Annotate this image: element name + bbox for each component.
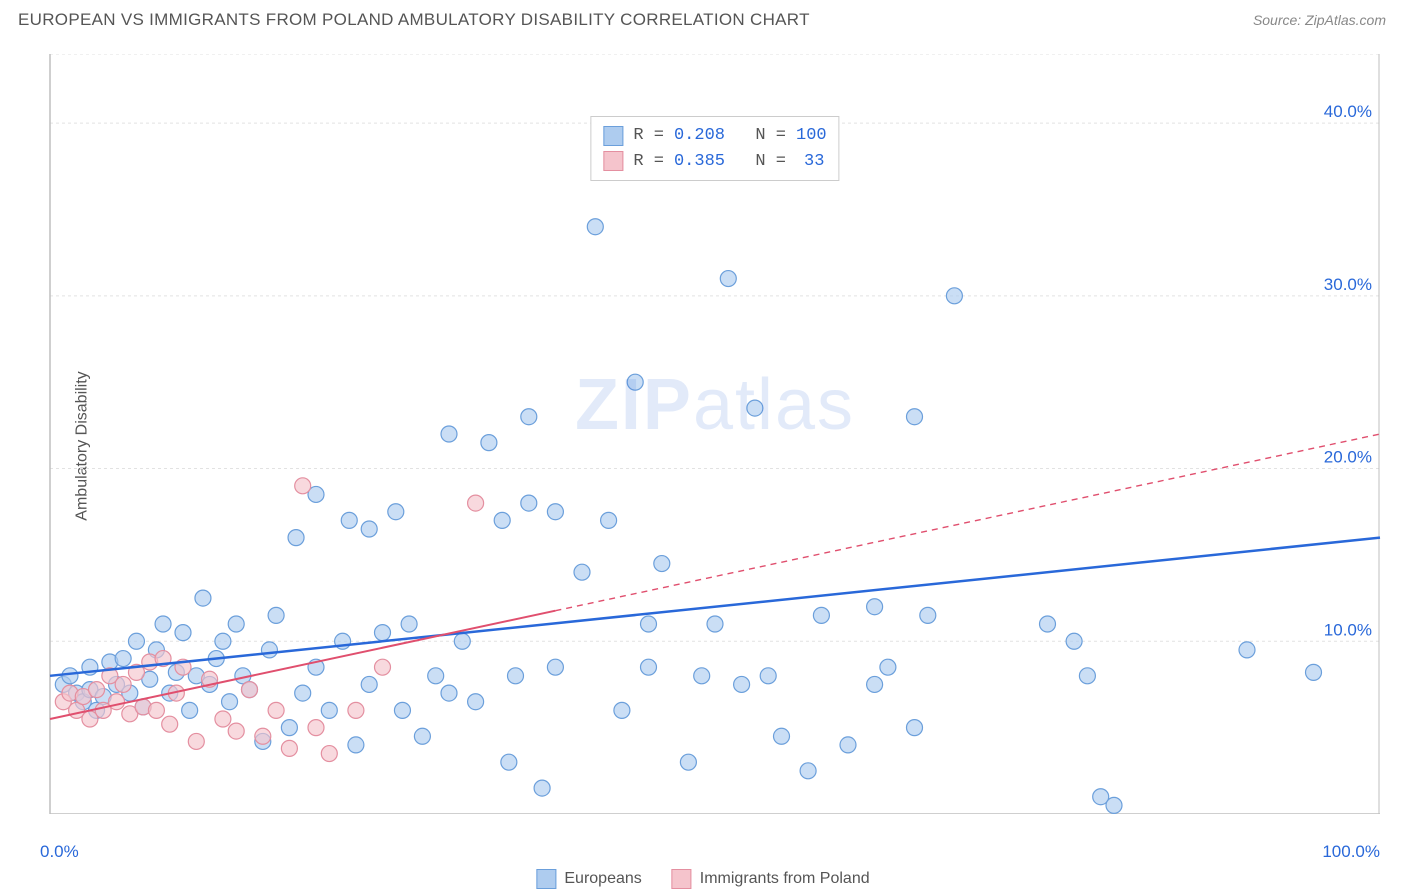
legend-swatch-poland	[672, 869, 692, 889]
legend-label-europeans: Europeans	[564, 870, 641, 888]
svg-text:20.0%: 20.0%	[1324, 448, 1372, 467]
swatch-poland	[603, 151, 623, 171]
svg-text:30.0%: 30.0%	[1324, 275, 1372, 294]
legend-label-poland: Immigrants from Poland	[700, 870, 870, 888]
stats-legend-box: R = 0.208 N = 100 R = 0.385 N = 33	[590, 116, 839, 181]
legend-item-poland: Immigrants from Poland	[672, 869, 870, 889]
legend-swatch-europeans	[536, 869, 556, 889]
x-axis-min-label: 0.0%	[40, 842, 79, 862]
stats-row-europeans: R = 0.208 N = 100	[603, 123, 826, 149]
swatch-europeans	[603, 126, 623, 146]
legend-item-europeans: Europeans	[536, 869, 641, 889]
svg-text:40.0%: 40.0%	[1324, 102, 1372, 121]
bottom-legend: Europeans Immigrants from Poland	[536, 869, 869, 889]
stats-row-poland: R = 0.385 N = 33	[603, 149, 826, 175]
svg-text:10.0%: 10.0%	[1324, 620, 1372, 639]
chart-area: 10.0%20.0%30.0%40.0% ZIPatlas R = 0.208 …	[45, 54, 1385, 834]
x-axis-max-label: 100.0%	[1322, 842, 1380, 862]
source-attribution: Source: ZipAtlas.com	[1253, 12, 1386, 28]
chart-title: EUROPEAN VS IMMIGRANTS FROM POLAND AMBUL…	[18, 10, 810, 30]
